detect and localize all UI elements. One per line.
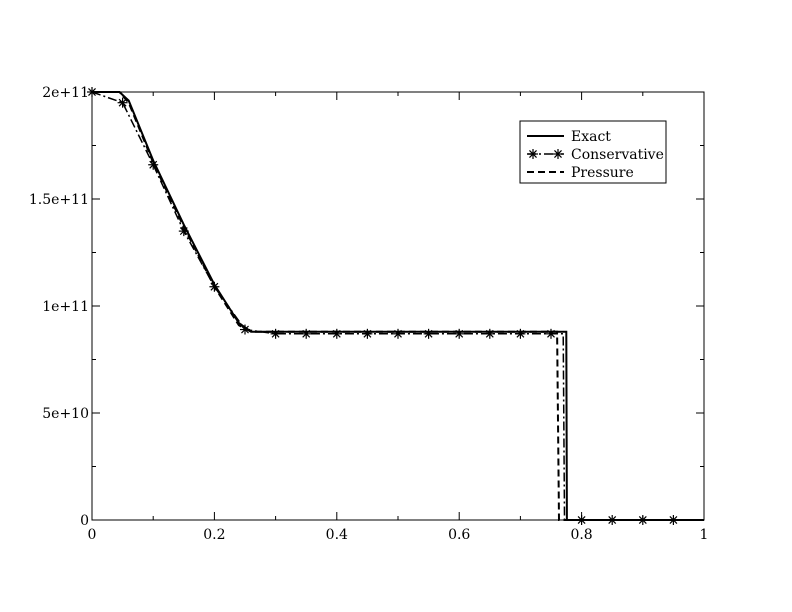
data-point-star: [331, 328, 342, 339]
y-tick-label: 1.5e+11: [29, 192, 89, 208]
data-point-star: [270, 328, 281, 339]
data-point-star: [148, 159, 159, 170]
data-point-star: [301, 328, 312, 339]
data-point-star: [454, 328, 465, 339]
series-line-conservative: [91, 91, 674, 521]
y-tick-label: 5e+10: [42, 406, 89, 422]
data-point-star: [576, 515, 587, 525]
x-tick-label: 0: [88, 527, 97, 543]
data-point-star: [607, 515, 618, 525]
series-markers: [87, 87, 679, 525]
axis-tick-labels: 0 0.2 0.4 0.6 0.8 1 0 5e+10 1e+11 1.5e+11 2e+11: [29, 85, 709, 543]
y-tick-label: 1e+11: [42, 299, 89, 315]
data-point-star: [668, 515, 679, 525]
x-tick-label: 1: [700, 527, 709, 543]
data-point-star: [515, 328, 526, 339]
series-line-pressure: [92, 91, 704, 521]
y-tick-label: 2e+11: [42, 85, 89, 101]
data-point-star: [546, 328, 556, 339]
data-point-star: [484, 328, 495, 339]
data-point-star: [637, 515, 648, 525]
data-point-star: [240, 324, 250, 335]
data-point-star: [209, 281, 220, 292]
legend-label: Pressure: [571, 165, 634, 181]
data-point-star: [553, 149, 563, 159]
x-tick-label: 0.6: [448, 527, 470, 543]
data-point-star: [362, 328, 373, 339]
data-point-star: [423, 328, 434, 339]
data-point-star: [528, 149, 538, 159]
data-point-star: [393, 328, 403, 339]
data-point-star: [178, 226, 189, 237]
x-tick-label: 0.8: [570, 527, 592, 543]
x-tick-label: 0.4: [326, 527, 348, 543]
legend-label: Exact: [571, 129, 611, 145]
series-line-exact: [92, 91, 704, 521]
series-lines: [91, 91, 704, 521]
legend-label: Conservative: [571, 147, 664, 163]
data-point-star: [117, 97, 128, 108]
y-tick-label: 0: [80, 513, 89, 529]
legend: Exact Conservative Pressure: [519, 120, 667, 184]
x-tick-label: 0.2: [203, 527, 225, 543]
data-point-star: [87, 87, 97, 97]
